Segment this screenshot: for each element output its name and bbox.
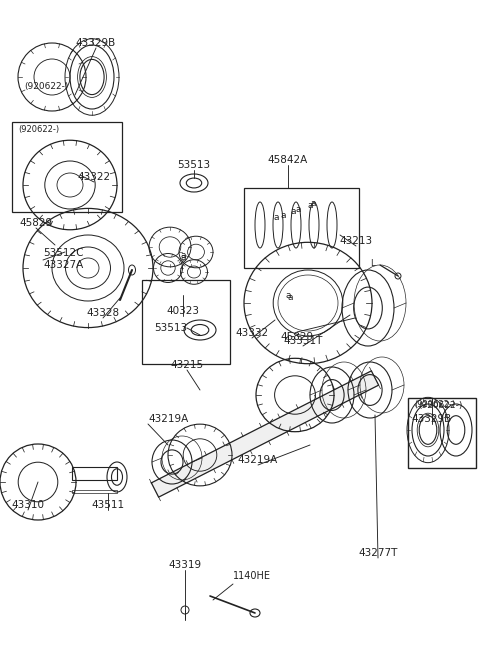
Text: (920622-): (920622-) — [18, 125, 59, 134]
Bar — [244, 188, 359, 268]
Text: 43511: 43511 — [91, 500, 125, 510]
Text: a: a — [287, 294, 293, 302]
Text: 1140HE: 1140HE — [233, 571, 271, 581]
Text: (920622-): (920622-) — [24, 82, 68, 91]
Text: 43328: 43328 — [86, 308, 120, 318]
Text: a: a — [180, 252, 186, 260]
Text: a: a — [290, 208, 296, 217]
Text: a: a — [285, 292, 291, 300]
Text: 43215: 43215 — [170, 360, 204, 370]
Bar — [72, 467, 117, 480]
Polygon shape — [151, 371, 379, 497]
Text: 40323: 40323 — [167, 306, 200, 316]
Text: L: L — [371, 258, 375, 267]
Text: 43331T: 43331T — [283, 336, 323, 346]
Text: 53512C: 53512C — [43, 248, 84, 258]
Text: 43219A: 43219A — [148, 414, 188, 424]
Text: 43310: 43310 — [12, 500, 45, 510]
Text: a: a — [295, 206, 301, 214]
Text: 43319: 43319 — [168, 560, 202, 570]
Bar — [12, 122, 122, 212]
Text: (920622-): (920622-) — [418, 401, 462, 410]
Text: a: a — [280, 212, 286, 221]
Text: 43327A: 43327A — [43, 260, 83, 270]
Text: 53513: 53513 — [154, 323, 187, 333]
Text: a: a — [310, 200, 316, 208]
Text: 43329B: 43329B — [412, 414, 452, 424]
Text: 43329B: 43329B — [76, 38, 116, 48]
Text: a: a — [273, 214, 279, 223]
Text: (920622-): (920622-) — [414, 400, 455, 409]
Text: 45842A: 45842A — [268, 155, 308, 165]
Text: 43277T: 43277T — [358, 548, 398, 558]
Text: 45829: 45829 — [280, 332, 313, 342]
Text: 43213: 43213 — [339, 236, 372, 246]
Bar — [72, 490, 117, 493]
Bar — [408, 398, 476, 468]
Text: 45829: 45829 — [19, 218, 53, 228]
Text: 43322: 43322 — [77, 172, 110, 182]
Text: a: a — [180, 252, 186, 261]
Text: a: a — [307, 202, 313, 210]
Bar — [142, 280, 230, 364]
Text: 43219A: 43219A — [238, 455, 278, 465]
Text: 43332: 43332 — [235, 328, 269, 338]
Text: 53513: 53513 — [178, 160, 211, 170]
